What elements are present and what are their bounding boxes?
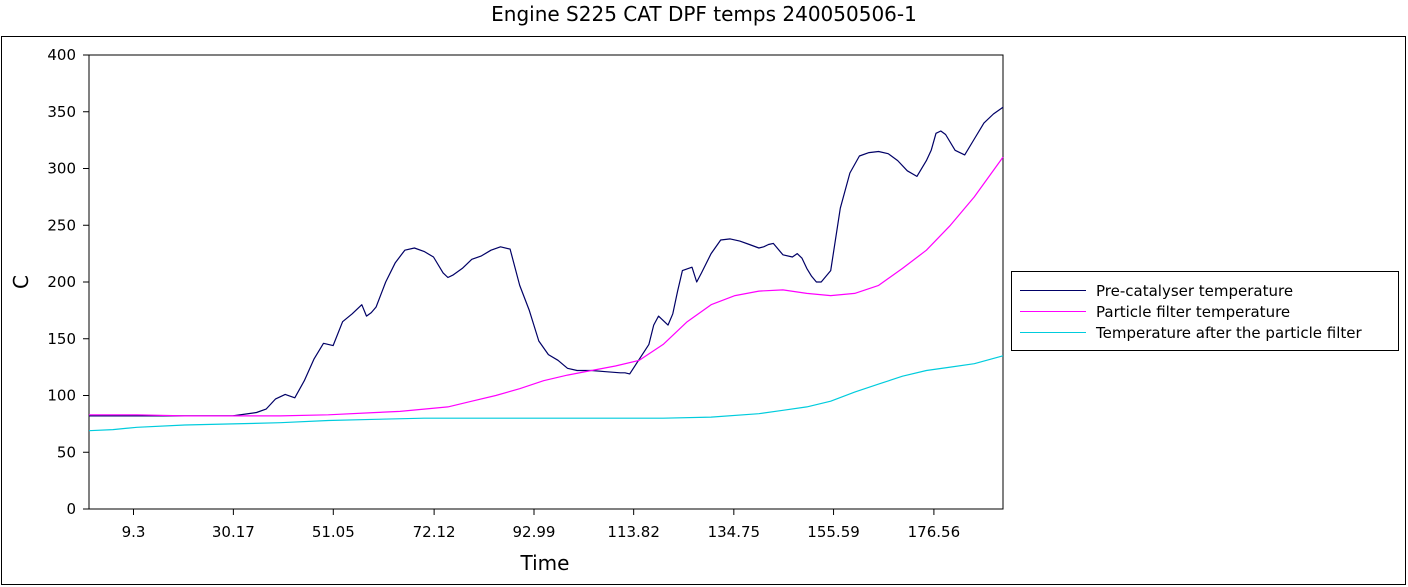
legend-label: Pre-catalyser temperature: [1096, 281, 1294, 300]
legend-item-after-particle-filter: Temperature after the particle filter: [1020, 322, 1362, 343]
legend-swatch: [1020, 311, 1086, 312]
series-line-3: [88, 355, 1004, 432]
plot-area: [88, 54, 1004, 510]
y-tick-label: 0: [66, 500, 76, 518]
chart-frame: [1, 36, 1406, 585]
series-line-1: [89, 106, 1004, 417]
chart-title: Engine S225 CAT DPF temps 240050506-1: [491, 2, 917, 26]
y-tick-label: 200: [47, 273, 76, 291]
x-tick-label: 113.82: [607, 523, 660, 541]
x-tick-label: 155.59: [807, 523, 860, 541]
x-tick-label: 176.56: [908, 523, 961, 541]
series-lines: [88, 106, 1004, 432]
legend-item-particle-filter: Particle filter temperature: [1020, 301, 1290, 322]
chart-legend: Pre-catalyser temperature Particle filte…: [1011, 271, 1399, 351]
y-tick-label: 300: [47, 160, 76, 178]
x-tick-label: 30.17: [212, 523, 255, 541]
y-tick-label: 100: [47, 387, 76, 405]
x-tick-label: 72.12: [413, 523, 456, 541]
y-axis: 0 50 100 150 200 250 300 350 400: [47, 46, 89, 518]
legend-swatch: [1020, 332, 1086, 333]
legend-label: Temperature after the particle filter: [1096, 323, 1362, 342]
y-tick-label: 50: [57, 443, 76, 461]
x-axis: 9.3 30.17 51.05 72.12 92.99 113.82 134.75 155.5…: [122, 509, 961, 541]
y-tick-label: 350: [47, 103, 76, 121]
y-tick-label: 250: [47, 216, 76, 234]
legend-swatch: [1020, 290, 1086, 291]
x-tick-label: 9.3: [122, 523, 146, 541]
series-line-2: [89, 156, 1004, 417]
legend-item-pre-catalyser: Pre-catalyser temperature: [1020, 280, 1293, 301]
x-tick-label: 134.75: [708, 523, 761, 541]
x-axis-label: Time: [520, 551, 570, 575]
y-tick-label: 150: [47, 330, 76, 348]
y-tick-label: 400: [47, 46, 76, 64]
x-tick-label: 51.05: [312, 523, 355, 541]
legend-label: Particle filter temperature: [1096, 302, 1291, 321]
y-axis-label: C: [9, 275, 33, 289]
x-tick-label: 92.99: [513, 523, 556, 541]
